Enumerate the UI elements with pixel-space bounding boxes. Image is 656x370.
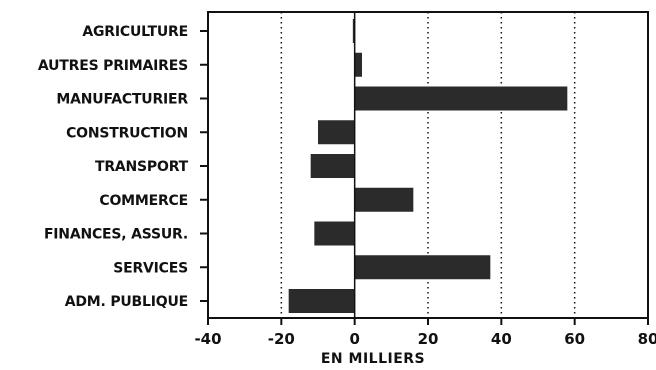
category-label: AUTRES PRIMAIRES xyxy=(38,58,188,74)
category-label: TRANSPORT xyxy=(95,159,189,175)
bar-finances-assur xyxy=(314,221,355,246)
x-tick-label: 60 xyxy=(564,330,585,348)
bar-agriculture xyxy=(352,19,355,43)
bar-construction xyxy=(318,120,355,145)
category-label: ADM. PUBLIQUE xyxy=(65,294,188,310)
bar-commerce xyxy=(354,187,414,212)
category-label: CONSTRUCTION xyxy=(66,125,188,141)
x-tick-label: 20 xyxy=(418,330,439,348)
x-axis-ticks xyxy=(207,318,649,325)
bar-adm-publique xyxy=(288,289,355,313)
x-tick-label: 80 xyxy=(638,330,656,348)
category-label: FINANCES, ASSUR. xyxy=(44,227,188,243)
bar-transport xyxy=(310,154,355,178)
category-label: COMMERCE xyxy=(99,193,188,209)
bars xyxy=(288,19,568,313)
category-label: SERVICES xyxy=(113,260,188,276)
x-tick-label: 0 xyxy=(349,330,359,348)
bar-manufacturier xyxy=(354,86,568,111)
category-labels: AGRICULTURE AUTRES PRIMAIRES MANUFACTURIER… xyxy=(38,24,189,310)
bar-autres-primaires xyxy=(354,52,362,77)
x-tick-label: 40 xyxy=(491,330,512,348)
category-label: AGRICULTURE xyxy=(82,24,188,40)
category-label: MANUFACTURIER xyxy=(56,92,188,108)
x-tick-labels: -40 -20 0 20 40 60 80 xyxy=(194,330,656,348)
x-tick-label: -20 xyxy=(268,330,295,348)
bar-services xyxy=(354,255,491,280)
x-axis-title: EN MILLIERS xyxy=(321,351,425,366)
y-axis-ticks xyxy=(200,30,208,302)
x-tick-label: -40 xyxy=(194,330,221,348)
